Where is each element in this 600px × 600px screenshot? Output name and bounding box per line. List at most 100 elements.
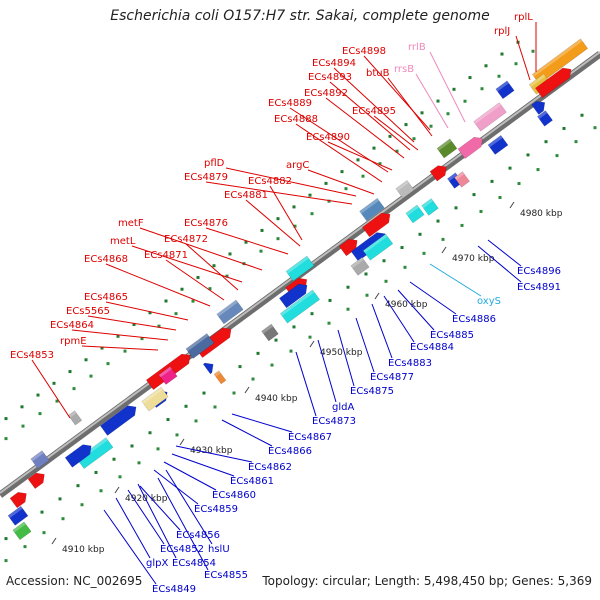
track-dot (36, 393, 40, 397)
track-dot (208, 287, 212, 291)
tick-mark (244, 386, 250, 394)
track-dot (4, 559, 8, 563)
gene-label-ecs4864[interactable]: ECs4864 (50, 320, 94, 331)
gene-label-ecs5565[interactable]: ECs5565 (66, 306, 110, 317)
gene-label-oxys[interactable]: oxyS (477, 296, 501, 307)
track-dot (157, 324, 161, 328)
gene-labels: rplL rplJ ECs4898 rrlB rrsB ECs4894 btuB ECs489… (10, 12, 561, 595)
callout-line (81, 345, 159, 351)
gene-label-ecs4866[interactable]: ECs4866 (268, 446, 312, 457)
gene-label-rrlb[interactable]: rrlB (408, 42, 426, 53)
gene-label-ecs4889[interactable]: ECs4889 (268, 98, 312, 109)
gene-label-ecs4872[interactable]: ECs4872 (164, 234, 208, 245)
gene-label-ecs4881[interactable]: ECs4881 (224, 190, 268, 201)
gene-block (436, 138, 458, 159)
gene-label-pfld[interactable]: pflD (204, 158, 225, 169)
gene-label-metl[interactable]: metL (110, 236, 136, 247)
gene-label-ecs4895[interactable]: ECs4895 (352, 106, 396, 117)
track-dot (479, 209, 483, 213)
gene-label-ecs4890[interactable]: ECs4890 (306, 132, 350, 143)
gene-label-ecs4853[interactable]: ECs4853 (10, 350, 54, 361)
callout-line (245, 199, 301, 247)
gene-label-ecs4865[interactable]: ECs4865 (84, 292, 128, 303)
track-dot (544, 140, 548, 144)
callout-line (429, 263, 482, 297)
gene-label-ecs4876[interactable]: ECs4876 (184, 218, 228, 229)
gene-label-ecs4894[interactable]: ECs4894 (312, 58, 356, 69)
track-dot (460, 223, 464, 227)
gene-block (362, 233, 394, 261)
callout-line (139, 227, 263, 271)
track-dot (293, 224, 297, 228)
track-dot (480, 87, 484, 91)
gene-label-rrsb[interactable]: rrsB (394, 64, 414, 75)
tick-label: 4970 kbp (452, 254, 495, 264)
gene-label-ecs4855[interactable]: ECs4855 (204, 570, 248, 581)
gene-label-ecs4875[interactable]: ECs4875 (350, 386, 394, 397)
track-dot (308, 193, 312, 197)
tick-label: 4980 kbp (520, 209, 563, 219)
gene-label-ecs4862[interactable]: ECs4862 (248, 462, 292, 473)
gene-label-ecs4885[interactable]: ECs4885 (430, 330, 474, 341)
gene-label-ecs4860[interactable]: ECs4860 (212, 490, 256, 501)
track-dot (384, 279, 388, 283)
track-dot (166, 418, 170, 422)
gene-label-rpll[interactable]: rplL (514, 12, 533, 23)
gene-label-ecs4861[interactable]: ECs4861 (230, 476, 274, 487)
gene-label-hslu[interactable]: hslU (208, 544, 230, 555)
gene-label-ecs4868[interactable]: ECs4868 (84, 254, 128, 265)
gene-label-ecs4892[interactable]: ECs4892 (304, 88, 348, 99)
gene-label-glda[interactable]: gldA (332, 402, 354, 413)
gene-label-ecs4859[interactable]: ECs4859 (194, 504, 238, 515)
callout-line (373, 115, 419, 151)
track-dot (327, 321, 331, 325)
gene-block (285, 255, 315, 282)
track-dot (418, 232, 422, 236)
gene-block (454, 171, 470, 188)
gene-label-ecs4891[interactable]: ECs4891 (517, 282, 561, 293)
gene-label-ecs4898[interactable]: ECs4898 (342, 46, 386, 57)
gene-label-ecs4849[interactable]: ECs4849 (152, 584, 196, 595)
gene-label-ecs4886[interactable]: ECs4886 (452, 314, 496, 325)
track-dot (76, 484, 80, 488)
track-dot (382, 259, 386, 263)
gene-label-ecs4856[interactable]: ECs4856 (176, 530, 220, 541)
callout-line (327, 141, 393, 171)
track-dot (55, 399, 59, 403)
gene-label-ecs4888[interactable]: ECs4888 (274, 114, 318, 125)
gene-label-ecs4877[interactable]: ECs4877 (370, 372, 414, 383)
gene-arrow (362, 212, 391, 238)
track-dot (68, 370, 72, 374)
track-dot (130, 444, 134, 448)
tick-mark (179, 438, 185, 446)
gene-label-ecs4896[interactable]: ECs4896 (517, 266, 561, 277)
gene-label-ecs4879[interactable]: ECs4879 (184, 172, 228, 183)
gene-label-ecs4854[interactable]: ECs4854 (172, 558, 216, 569)
gene-label-rplj[interactable]: rplJ (494, 26, 510, 37)
callout-line (71, 329, 169, 341)
gene-label-metf[interactable]: metF (118, 218, 144, 229)
tick-label: 4920 kbp (125, 494, 168, 504)
gene-label-argc[interactable]: argC (286, 160, 309, 171)
track-dot (562, 126, 566, 130)
track-dot (174, 312, 178, 316)
gene-label-ecs4884[interactable]: ECs4884 (410, 342, 454, 353)
track-dot (270, 363, 274, 367)
gene-label-ecs4883[interactable]: ECs4883 (388, 358, 432, 369)
gene-label-ecs4873[interactable]: ECs4873 (312, 416, 356, 427)
track-dot (123, 349, 127, 353)
gene-label-ecs4852[interactable]: ECs4852 (160, 544, 204, 555)
callout-line (325, 97, 405, 159)
callout-line (103, 509, 157, 585)
gene-label-btub[interactable]: btuB (366, 68, 390, 79)
track-dot (184, 404, 188, 408)
gene-label-rpme[interactable]: rpmE (60, 336, 87, 347)
track-dot (422, 251, 426, 255)
gene-label-ecs4867[interactable]: ECs4867 (288, 432, 332, 443)
gene-label-ecs4871[interactable]: ECs4871 (144, 250, 188, 261)
gene-label-ecs4893[interactable]: ECs4893 (308, 72, 352, 83)
gene-label-glpx[interactable]: glpX (146, 558, 168, 569)
gene-label-ecs4882[interactable]: ECs4882 (248, 176, 292, 187)
callout-line (477, 245, 522, 283)
gene-block (537, 110, 553, 127)
